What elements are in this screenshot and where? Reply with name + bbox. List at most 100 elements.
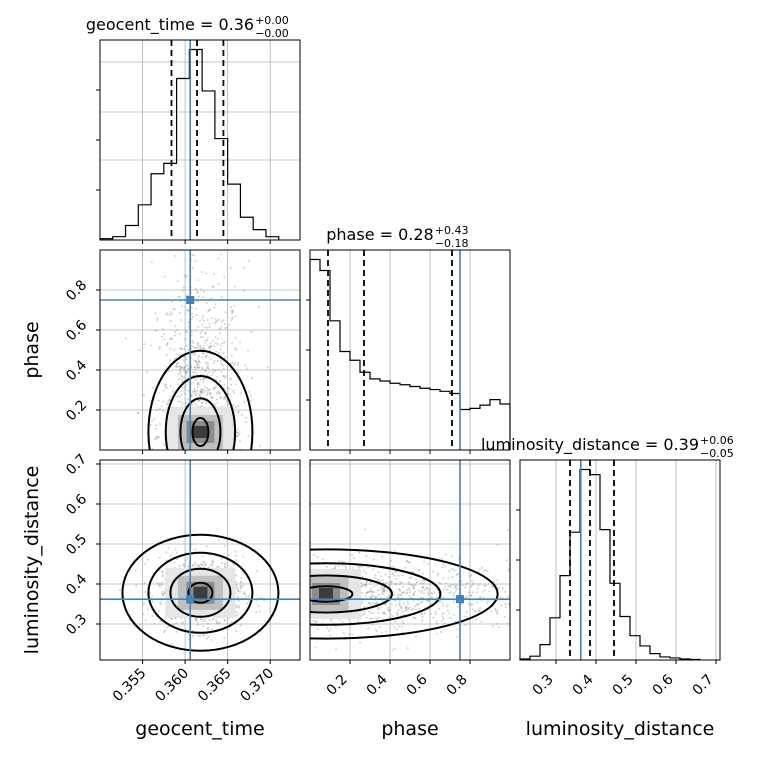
sample-point <box>195 287 198 290</box>
sample-point <box>167 400 170 403</box>
sample-point <box>118 588 121 591</box>
sample-point <box>375 630 378 633</box>
sample-point <box>198 319 201 322</box>
sample-point <box>173 357 176 360</box>
sample-point <box>400 605 403 608</box>
sample-point <box>412 593 415 596</box>
sample-point <box>475 591 478 594</box>
sample-point <box>500 604 503 607</box>
sample-point <box>201 368 204 371</box>
sample-point <box>440 619 443 622</box>
sample-point <box>510 623 512 625</box>
sample-point <box>467 591 470 594</box>
sample-point <box>247 599 250 602</box>
sample-point <box>240 577 243 580</box>
sample-point <box>195 360 198 363</box>
title-label: phase = 0.28 <box>326 225 433 244</box>
sample-point <box>179 368 182 371</box>
sample-point <box>420 612 423 615</box>
sample-point <box>383 586 386 589</box>
sample-point <box>550 580 552 582</box>
sample-point <box>236 606 239 609</box>
sample-point <box>235 405 238 408</box>
sample-point <box>446 609 449 612</box>
sample-point <box>441 596 444 599</box>
sample-point <box>412 616 415 619</box>
sample-point <box>151 595 154 598</box>
sample-point <box>161 575 164 578</box>
sample-point <box>401 585 404 588</box>
sample-point <box>162 592 165 595</box>
sample-point <box>196 565 199 568</box>
title-phase: phase = 0.28 +0.43−0.18 <box>326 224 468 250</box>
sample-point <box>231 311 234 314</box>
sample-point <box>415 578 418 581</box>
sample-point <box>158 570 161 573</box>
sample-point <box>146 371 149 374</box>
sample-point <box>412 592 415 595</box>
sample-point <box>361 591 364 594</box>
sample-point <box>239 585 242 588</box>
sample-point <box>170 300 173 303</box>
sample-point <box>259 610 262 613</box>
sample-point <box>539 599 541 601</box>
sample-point <box>383 611 386 614</box>
sample-point <box>169 320 172 323</box>
sample-point <box>214 336 217 339</box>
sample-point <box>321 558 324 561</box>
sample-point <box>179 400 182 403</box>
sample-point <box>389 581 392 584</box>
sample-point <box>334 567 337 570</box>
sample-point <box>345 567 348 570</box>
density-area <box>118 533 280 652</box>
sample-point <box>481 590 484 593</box>
sample-point <box>682 611 684 613</box>
sample-point <box>163 275 166 278</box>
x-tick-label: 0.4 <box>364 672 391 699</box>
sample-point <box>503 590 506 593</box>
sample-point <box>183 563 186 566</box>
sample-point <box>163 384 166 387</box>
sample-point <box>174 548 177 551</box>
sample-point <box>201 555 204 558</box>
sample-point <box>175 622 178 625</box>
sample-point <box>217 244 219 246</box>
y-tick-label: 0.3 <box>63 611 90 638</box>
sample-point <box>585 596 587 598</box>
sample-point <box>441 613 444 616</box>
sample-point <box>451 583 454 586</box>
sample-point <box>516 580 518 582</box>
sample-point <box>404 566 407 569</box>
sample-point <box>398 583 401 586</box>
title-upper-error: +0.43 <box>435 224 469 237</box>
sample-point <box>216 320 219 323</box>
sample-point <box>464 623 467 626</box>
sample-point <box>381 612 384 615</box>
sample-point <box>399 581 402 584</box>
sample-point <box>194 561 197 564</box>
sample-point <box>496 609 499 612</box>
sample-point <box>186 365 189 368</box>
sample-point <box>222 368 225 371</box>
sample-point <box>497 587 500 590</box>
sample-point <box>204 331 207 334</box>
sample-point <box>201 317 204 320</box>
sample-point <box>406 647 409 650</box>
sample-point <box>401 620 404 623</box>
sample-point <box>178 353 181 356</box>
sample-point <box>250 399 253 402</box>
sample-point <box>417 603 420 606</box>
sample-point <box>220 325 223 328</box>
sample-point <box>194 563 197 566</box>
sample-point <box>220 561 223 564</box>
sample-point <box>206 622 209 625</box>
sample-point <box>179 370 182 373</box>
sample-point <box>549 605 551 607</box>
sample-point <box>396 612 399 615</box>
sample-point <box>391 649 394 652</box>
sample-point <box>388 595 391 598</box>
sample-point <box>220 320 223 323</box>
sample-point <box>179 333 182 336</box>
sample-point <box>385 589 388 592</box>
sample-point <box>187 141 189 143</box>
